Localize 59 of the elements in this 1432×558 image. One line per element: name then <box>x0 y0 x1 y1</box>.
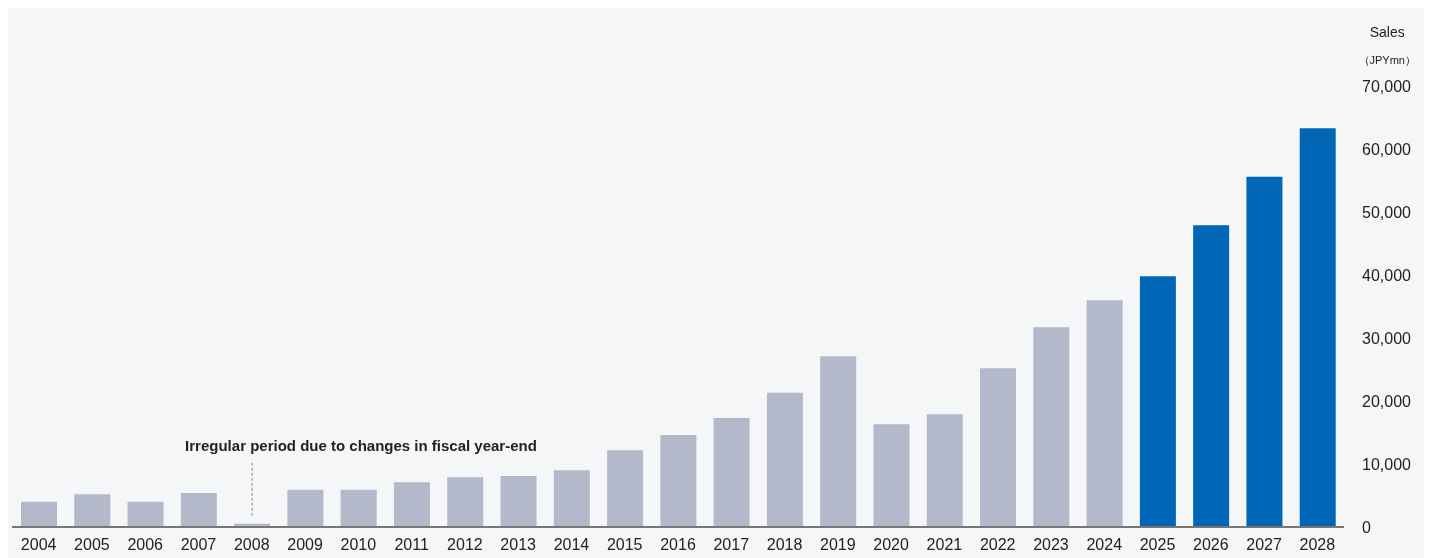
bar <box>926 414 963 527</box>
bar <box>660 435 697 527</box>
x-tick-label: 2026 <box>1193 536 1229 554</box>
bar <box>1193 225 1230 527</box>
x-tick-label: 2021 <box>926 536 963 554</box>
bar <box>1299 128 1336 527</box>
y-tick-label: 50,000 <box>1362 203 1412 221</box>
x-tick-label: 2004 <box>20 536 57 554</box>
bar <box>713 418 750 527</box>
y-tick-label: 30,000 <box>1362 329 1412 347</box>
x-tick-label: 2006 <box>127 536 164 554</box>
bar <box>393 482 430 527</box>
annotation: Irregular period due to changes in fiscal year-end <box>185 436 537 454</box>
x-tick-label: 2007 <box>180 536 217 554</box>
bar <box>127 501 164 527</box>
y-tick-label: 70,000 <box>1362 77 1412 95</box>
x-tick-label: 2023 <box>1033 536 1069 554</box>
x-tick-label: 2022 <box>979 536 1016 554</box>
x-tick-label: 2014 <box>553 536 590 554</box>
bar <box>340 489 377 527</box>
bar <box>74 494 111 527</box>
y-tick-label: 10,000 <box>1362 455 1412 473</box>
x-tick-label: 2027 <box>1246 536 1282 554</box>
x-tick-label: 2024 <box>1086 536 1123 554</box>
x-tick-label: 2019 <box>820 536 856 554</box>
x-tick-label: 2008 <box>233 536 270 554</box>
x-tick-label: 2011 <box>394 536 429 554</box>
bar <box>500 475 537 527</box>
bar <box>980 368 1017 527</box>
bar <box>287 489 324 527</box>
bar <box>180 492 217 527</box>
y-tick-label: 0 <box>1362 518 1371 536</box>
bar <box>1033 327 1070 527</box>
bar <box>607 450 644 527</box>
x-tick-label: 2018 <box>766 536 803 554</box>
bar <box>553 470 590 527</box>
bar <box>1086 300 1123 527</box>
x-tick-label: 2015 <box>606 536 643 554</box>
bar <box>1246 176 1283 527</box>
x-tick-label: 2013 <box>500 536 537 554</box>
bar <box>1139 276 1176 527</box>
x-tick-label: 2017 <box>713 536 750 554</box>
bar <box>766 392 803 527</box>
x-tick-label: 2009 <box>287 536 323 554</box>
y-tick-label: 20,000 <box>1362 392 1412 410</box>
x-tick-label: 2010 <box>340 536 377 554</box>
bar <box>820 356 857 527</box>
x-tick-label: 2016 <box>660 536 696 554</box>
x-tick-label: 2025 <box>1139 536 1176 554</box>
x-tick-label: 2012 <box>447 536 483 554</box>
bar <box>447 477 484 527</box>
x-tick-label: 2020 <box>873 536 910 554</box>
bar <box>873 424 910 527</box>
y-tick-label: 40,000 <box>1362 266 1412 284</box>
x-tick-label: 2005 <box>74 536 110 554</box>
bar <box>21 501 57 527</box>
y-tick-label: 60,000 <box>1362 140 1412 158</box>
x-tick-label: 2028 <box>1299 536 1336 554</box>
y-axis-title: Sales （JPYmn） <box>1358 23 1416 68</box>
